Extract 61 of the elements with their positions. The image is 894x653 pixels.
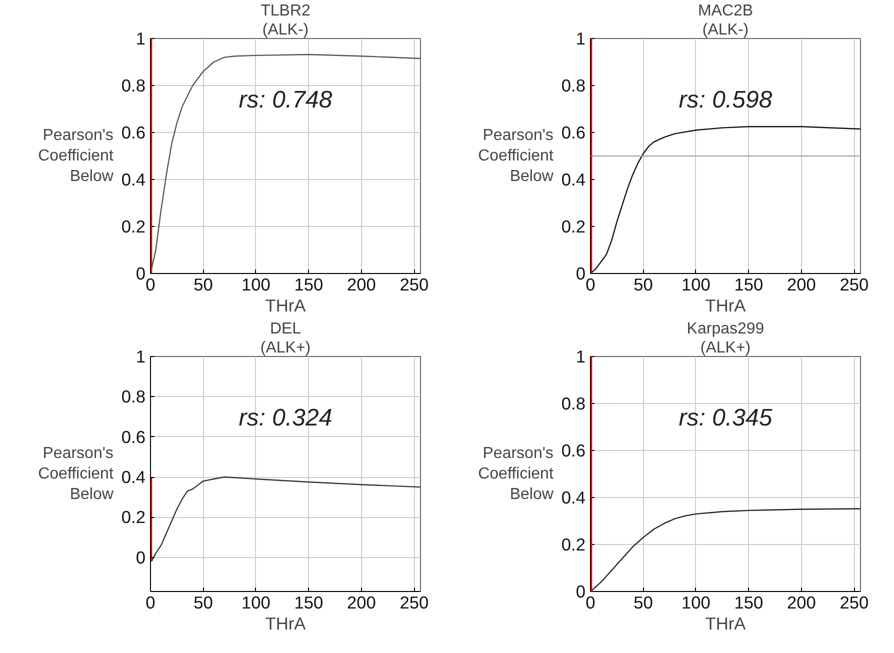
chart-title: DEL	[270, 320, 302, 338]
y-tick-label: 0.2	[561, 216, 586, 236]
x-tick-label: 150	[294, 592, 324, 612]
y-axis-title: Pearson's Coefficient Below	[478, 445, 554, 503]
x-tick-label: 100	[682, 592, 710, 612]
x-tick-label: 250	[840, 592, 869, 612]
y-tick-label: 0.6	[561, 440, 586, 460]
x-axis-title: THrA	[705, 296, 746, 316]
x-tick-label: 250	[840, 274, 869, 294]
x-tick-label: 200	[786, 592, 816, 612]
y-tick-label: 0.4	[561, 488, 586, 508]
x-tick-label: 150	[734, 592, 764, 612]
y-tick-label: 0.6	[121, 426, 146, 447]
y-tick-label: 0.8	[121, 386, 146, 407]
chart-subtitle: (ALK+)	[700, 340, 751, 356]
y-tick-label: 0.6	[561, 122, 586, 142]
chart-subtitle: (ALK-)	[702, 22, 749, 38]
x-axis-title: THrA	[705, 614, 746, 634]
y-axis-title: Pearson's Coefficient Below	[38, 445, 114, 503]
x-tick-label: 100	[242, 274, 270, 294]
x-tick-label: 200	[346, 592, 376, 612]
x-tick-label: 50	[634, 274, 653, 294]
x-tick-label: 50	[634, 592, 653, 612]
y-axis-title: Pearson's Coefficient Below	[478, 127, 554, 185]
y-tick-label: 0.6	[121, 122, 146, 142]
y-tick-label: 0	[136, 547, 146, 568]
x-tick-label: 250	[400, 592, 429, 612]
chart-title: Karpas299	[686, 320, 764, 338]
annotation: rs: 0.598	[678, 86, 773, 114]
annotation: rs: 0.748	[238, 86, 333, 114]
x-tick-label: 150	[734, 274, 764, 294]
x-tick-label: 50	[194, 274, 213, 294]
x-tick-label: 100	[682, 274, 710, 294]
y-tick-label: 0.8	[121, 76, 146, 96]
x-tick-label: 250	[400, 274, 429, 294]
x-axis-title: THrA	[265, 296, 306, 316]
y-axis-title: Pearson's Coefficient Below	[38, 127, 114, 185]
y-tick-label: 0.2	[561, 534, 586, 554]
y-tick-label: 0.2	[121, 216, 146, 236]
x-tick-label: 100	[242, 592, 270, 612]
x-tick-label: 50	[194, 592, 213, 612]
annotation: rs: 0.324	[238, 404, 332, 432]
chart-title: TLBR2	[260, 2, 310, 20]
y-tick-label: 1	[136, 28, 146, 48]
y-tick-label: 0.2	[121, 507, 146, 528]
x-tick-label: 200	[346, 274, 376, 294]
y-tick-label: 0.4	[121, 170, 146, 190]
chart-title: MAC2B	[698, 2, 754, 20]
chart-subtitle: (ALK-)	[262, 22, 309, 38]
y-tick-label: 1	[576, 28, 586, 48]
annotation: rs: 0.345	[678, 404, 773, 432]
y-tick-label: 1	[136, 346, 146, 366]
y-tick-label: 0.4	[561, 170, 586, 190]
y-tick-label: 0.8	[561, 76, 586, 96]
x-axis-title: THrA	[265, 614, 306, 634]
y-tick-label: 0.8	[561, 394, 586, 414]
x-tick-label: 150	[294, 274, 324, 294]
chart-subtitle: (ALK+)	[260, 340, 311, 356]
y-tick-label: 0.4	[121, 467, 146, 488]
x-tick-label: 200	[786, 274, 816, 294]
y-tick-label: 1	[576, 346, 586, 366]
